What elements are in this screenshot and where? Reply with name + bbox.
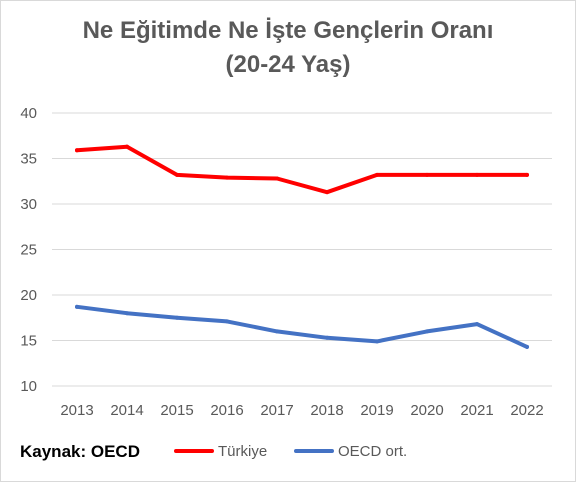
data-point-1-2022 — [525, 344, 529, 349]
y-tick-label-35: 35 — [20, 151, 37, 168]
legend-item-oecd: OECD ort. — [294, 440, 407, 462]
data-point-1-2016 — [225, 319, 229, 324]
x-tick-label-2022: 2022 — [510, 402, 543, 419]
x-tick-label-2013: 2013 — [60, 402, 93, 419]
data-point-1-2017 — [275, 329, 279, 334]
x-tick-label-2019: 2019 — [360, 402, 393, 419]
x-tick-label-2020: 2020 — [410, 402, 443, 419]
data-point-1-2013 — [75, 304, 79, 309]
y-tick-label-10: 10 — [20, 378, 37, 395]
data-point-0-2020 — [425, 172, 429, 177]
data-point-1-2018 — [325, 335, 329, 340]
x-tick-label-2015: 2015 — [160, 402, 193, 419]
x-tick-label-2017: 2017 — [260, 402, 293, 419]
x-tick-label-2021: 2021 — [460, 402, 493, 419]
legend-swatch-oecd — [294, 449, 334, 453]
data-point-1-2014 — [125, 311, 129, 316]
y-tick-label-20: 20 — [20, 287, 37, 304]
y-tick-label-25: 25 — [20, 242, 37, 259]
series-line-1 — [75, 304, 529, 349]
y-tick-label-40: 40 — [20, 105, 37, 122]
x-tick-label-2018: 2018 — [310, 402, 343, 419]
data-point-0-2022 — [525, 172, 529, 177]
legend-item-turkiye: Türkiye — [174, 440, 267, 462]
source-label: Kaynak: OECD — [20, 442, 140, 461]
series-line-0 — [75, 144, 529, 195]
data-point-1-2015 — [175, 315, 179, 320]
data-point-0-2014 — [125, 144, 129, 149]
x-tick-label-2016: 2016 — [210, 402, 243, 419]
data-point-0-2015 — [175, 172, 179, 177]
y-tick-label-30: 30 — [20, 196, 37, 213]
legend-label-oecd: OECD ort. — [338, 442, 408, 460]
legend-swatch-turkiye — [174, 449, 214, 453]
data-point-0-2016 — [225, 175, 229, 180]
data-point-0-2021 — [475, 172, 479, 177]
x-tick-label-2014: 2014 — [110, 402, 143, 419]
data-point-1-2019 — [375, 339, 379, 344]
data-point-1-2021 — [475, 322, 479, 327]
data-point-0-2017 — [275, 176, 279, 181]
chart-title-line1: Ne Eğitimde Ne İşte Gençlerin Oranı — [82, 17, 494, 44]
y-tick-label-15: 15 — [20, 333, 37, 350]
legend-label-turkiye: Türkiye — [218, 442, 268, 460]
chart-title-line2: (20-24 Yaş) — [225, 51, 351, 78]
data-point-0-2019 — [375, 172, 379, 177]
chart-title: Ne Eğitimde Ne İşte Gençlerin Oranı (20-… — [0, 14, 576, 82]
data-point-1-2020 — [425, 329, 429, 334]
data-point-0-2013 — [75, 148, 79, 153]
data-point-0-2018 — [325, 190, 329, 195]
